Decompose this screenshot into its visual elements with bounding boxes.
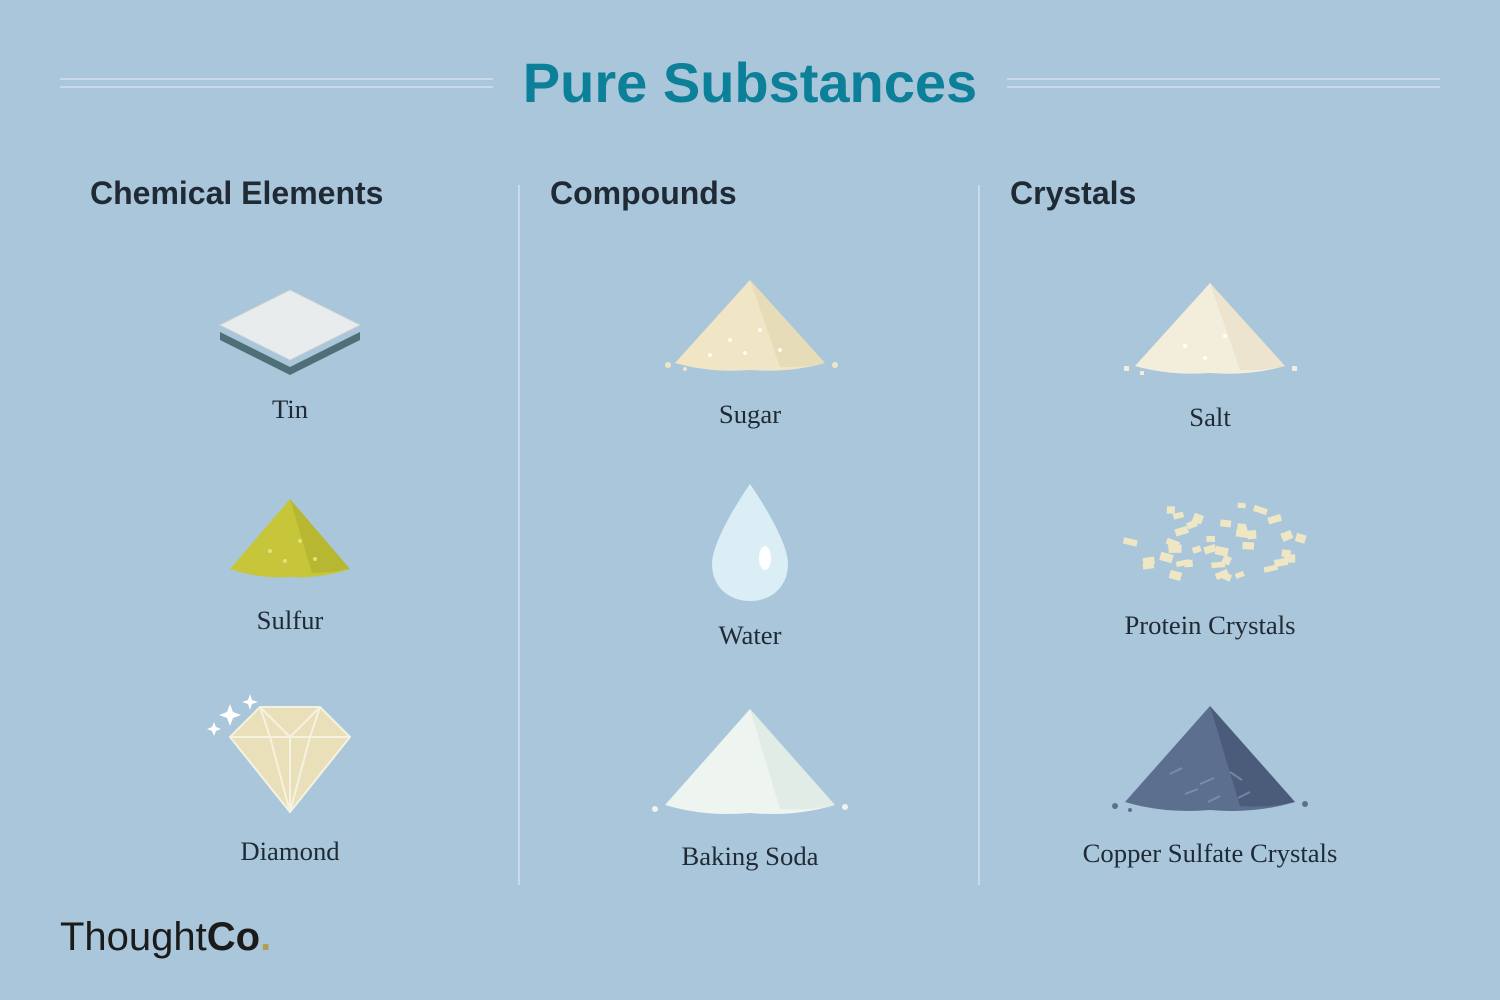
item-label: Tin: [272, 394, 308, 425]
item-label: Water: [719, 620, 782, 651]
columns-container: Chemical Elements Tin Sulfur: [60, 175, 1440, 895]
column-items: Tin Sulfur: [60, 242, 520, 895]
water-drop-icon: [690, 476, 810, 606]
column-heading: Crystals: [1010, 175, 1136, 212]
item-label: Salt: [1189, 402, 1230, 433]
powder-pile-icon: [1090, 694, 1330, 824]
column-items: Salt Protein Crystals: [980, 242, 1440, 895]
powder-pile-icon: [1100, 268, 1320, 388]
item-salt: Salt: [1100, 268, 1320, 433]
column-chemical-elements: Chemical Elements Tin Sulfur: [60, 175, 520, 895]
powder-pile-icon: [630, 697, 870, 827]
logo-part1: Thought: [60, 915, 207, 960]
item-baking-soda: Baking Soda: [630, 697, 870, 872]
scatter-crystals-icon: [1100, 486, 1320, 596]
column-heading: Chemical Elements: [90, 175, 383, 212]
tin-plate-icon: [200, 270, 380, 380]
item-water: Water: [690, 476, 810, 651]
logo-dot: .: [260, 915, 271, 960]
brand-logo: ThoughtCo.: [60, 915, 271, 960]
diamond-icon: [200, 692, 380, 822]
item-sulfur: Sulfur: [200, 481, 380, 636]
powder-pile-icon: [640, 265, 860, 385]
item-label: Copper Sulfate Crystals: [1083, 838, 1338, 869]
item-tin: Tin: [200, 270, 380, 425]
item-label: Sugar: [719, 399, 781, 430]
title-rule-right: [1007, 78, 1440, 88]
item-diamond: Diamond: [200, 692, 380, 867]
item-label: Sulfur: [257, 605, 324, 636]
item-sugar: Sugar: [640, 265, 860, 430]
column-compounds: Compounds Sugar Water: [520, 175, 980, 895]
item-label: Baking Soda: [682, 841, 819, 872]
column-heading: Compounds: [550, 175, 737, 212]
infographic-canvas: Pure Substances Chemical Elements Tin: [0, 0, 1500, 1000]
logo-part2: Co: [207, 915, 260, 960]
item-protein-crystals: Protein Crystals: [1100, 486, 1320, 641]
item-copper-sulfate: Copper Sulfate Crystals: [1083, 694, 1338, 869]
page-title: Pure Substances: [523, 50, 977, 115]
column-crystals: Crystals Salt Protein Crystals: [980, 175, 1440, 895]
title-rule-left: [60, 78, 493, 88]
column-items: Sugar Water Baking Soda: [520, 242, 980, 895]
item-label: Diamond: [240, 836, 339, 867]
item-label: Protein Crystals: [1124, 610, 1295, 641]
powder-pile-icon: [200, 481, 380, 591]
title-row: Pure Substances: [60, 50, 1440, 115]
